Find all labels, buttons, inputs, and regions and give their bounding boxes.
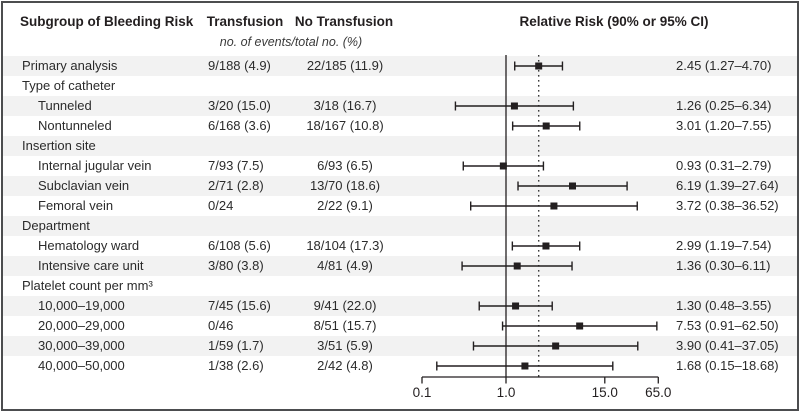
table-row: Femoral vein 0/24 2/22 (9.1) 3.72 (0.38–36.… bbox=[3, 196, 797, 216]
point-estimate-marker bbox=[513, 262, 521, 270]
transfusion-value: 7/93 (7.5) bbox=[208, 158, 264, 173]
transfusion-value: 1/38 (2.6) bbox=[208, 358, 264, 373]
relative-risk-value: 2.99 (1.19–7.54) bbox=[676, 238, 772, 253]
subgroup-label: Nontunneled bbox=[38, 118, 112, 133]
relative-risk-value: 3.90 (0.41–37.05) bbox=[676, 338, 779, 353]
table-row: 20,000–29,000 0/46 8/51 (15.7) 7.53 (0.91–6… bbox=[3, 316, 797, 336]
column-header-subgroup: Subgroup of Bleeding Risk bbox=[20, 14, 194, 29]
relative-risk-value: 0.93 (0.31–2.79) bbox=[676, 158, 772, 173]
no-transfusion-value: 6/93 (6.5) bbox=[317, 158, 373, 173]
relative-risk-value: 1.26 (0.25–6.34) bbox=[676, 98, 772, 113]
transfusion-value: 3/80 (3.8) bbox=[208, 258, 264, 273]
point-estimate-marker bbox=[499, 162, 507, 170]
table-group-row: Insertion site bbox=[3, 136, 797, 156]
no-transfusion-value: 18/104 (17.3) bbox=[306, 238, 384, 253]
subgroup-label: Type of catheter bbox=[22, 78, 116, 93]
point-estimate-marker bbox=[521, 362, 529, 370]
subgroup-label: Platelet count per mm³ bbox=[22, 278, 153, 293]
no-transfusion-value: 9/41 (22.0) bbox=[313, 298, 377, 313]
table-row: 10,000–19,000 7/45 (15.6) 9/41 (22.0) 1.30 … bbox=[3, 296, 797, 316]
no-transfusion-value: 3/51 (5.9) bbox=[317, 338, 373, 353]
table-row: Primary analysis 9/188 (4.9) 22/185 (11.9)… bbox=[3, 56, 797, 76]
subgroup-label: Femoral vein bbox=[38, 198, 114, 213]
relative-risk-value: 3.01 (1.20–7.55) bbox=[676, 118, 772, 133]
axis-tick-label: 0.1 bbox=[413, 385, 432, 400]
subgroup-label: 20,000–29,000 bbox=[38, 318, 125, 333]
table-row: 40,000–50,000 1/38 (2.6) 2/42 (4.8) 1.68 (0… bbox=[3, 356, 797, 376]
transfusion-value: 0/24 bbox=[208, 198, 234, 213]
subgroup-label: 40,000–50,000 bbox=[38, 358, 125, 373]
transfusion-value: 3/20 (15.0) bbox=[208, 98, 271, 113]
events-note: no. of events/total no. (%) bbox=[219, 35, 363, 49]
no-transfusion-value: 3/18 (16.7) bbox=[313, 98, 377, 113]
relative-risk-value: 3.72 (0.38–36.52) bbox=[676, 198, 779, 213]
relative-risk-value: 7.53 (0.91–62.50) bbox=[676, 318, 779, 333]
point-estimate-marker bbox=[576, 322, 584, 330]
subgroup-label: Tunneled bbox=[38, 98, 92, 113]
column-header-transfusion: Transfusion bbox=[206, 14, 284, 29]
subgroup-label: Subclavian vein bbox=[38, 178, 130, 193]
transfusion-value: 0/46 bbox=[208, 318, 234, 333]
subgroup-label: Primary analysis bbox=[22, 58, 118, 73]
point-estimate-marker bbox=[550, 202, 558, 210]
no-transfusion-value: 8/51 (15.7) bbox=[313, 318, 377, 333]
subgroup-label: 10,000–19,000 bbox=[38, 298, 125, 313]
table-row: Tunneled 3/20 (15.0) 3/18 (16.7) 1.26 (0.25… bbox=[3, 96, 797, 116]
relative-risk-value: 1.36 (0.30–6.11) bbox=[676, 258, 771, 273]
no-transfusion-value: 22/185 (11.9) bbox=[306, 58, 384, 73]
column-header-no-transfusion: No Transfusion bbox=[294, 14, 394, 29]
point-estimate-marker bbox=[569, 182, 577, 190]
point-estimate-marker bbox=[512, 302, 520, 310]
subgroup-label: Insertion site bbox=[22, 138, 96, 153]
subgroup-label: Hematology ward bbox=[38, 238, 140, 253]
point-estimate-marker bbox=[535, 62, 543, 70]
table-row: 30,000–39,000 1/59 (1.7) 3/51 (5.9) 3.90 (0… bbox=[3, 336, 797, 356]
table-group-row: Department bbox=[3, 216, 797, 236]
relative-risk-value: 1.68 (0.15–18.68) bbox=[676, 358, 779, 373]
transfusion-value: 6/168 (3.6) bbox=[208, 118, 271, 133]
table-row: Intensive care unit 3/80 (3.8) 4/81 (4.9) 1… bbox=[3, 256, 797, 276]
axis-tick-label: 15.0 bbox=[592, 385, 618, 400]
transfusion-value: 6/108 (5.6) bbox=[208, 238, 271, 253]
point-estimate-marker bbox=[552, 342, 560, 350]
relative-risk-value: 1.30 (0.48–3.55) bbox=[676, 298, 772, 313]
transfusion-value: 1/59 (1.7) bbox=[208, 338, 264, 353]
table-row: Internal jugular vein 7/93 (7.5) 6/93 (6.5… bbox=[3, 156, 797, 176]
table-row: Subclavian vein 2/71 (2.8) 13/70 (18.6) 6.1… bbox=[3, 176, 797, 196]
subgroup-label: 30,000–39,000 bbox=[38, 338, 125, 353]
table-row: Hematology ward 6/108 (5.6) 18/104 (17.3) 2… bbox=[3, 236, 797, 256]
no-transfusion-value: 4/81 (4.9) bbox=[317, 258, 373, 273]
axis-tick-label: 65.0 bbox=[645, 385, 671, 400]
subgroup-label: Intensive care unit bbox=[38, 258, 144, 273]
point-estimate-marker bbox=[510, 102, 518, 110]
relative-risk-value: 6.19 (1.39–27.64) bbox=[676, 178, 779, 193]
no-transfusion-value: 18/167 (10.8) bbox=[306, 118, 384, 133]
no-transfusion-value: 13/70 (18.6) bbox=[309, 178, 381, 193]
table-group-row: Platelet count per mm³ bbox=[3, 276, 797, 296]
transfusion-value: 7/45 (15.6) bbox=[208, 298, 271, 313]
transfusion-value: 9/188 (4.9) bbox=[208, 58, 271, 73]
point-estimate-marker bbox=[542, 242, 550, 250]
point-estimate-marker bbox=[542, 122, 550, 130]
subgroup-label: Department bbox=[22, 218, 90, 233]
subgroup-label: Internal jugular vein bbox=[38, 158, 152, 173]
column-header-relative-risk: Relative Risk (90% or 95% CI) bbox=[519, 14, 709, 29]
axis-tick-label: 1.0 bbox=[497, 385, 516, 400]
no-transfusion-value: 2/42 (4.8) bbox=[317, 358, 373, 373]
transfusion-value: 2/71 (2.8) bbox=[208, 178, 264, 193]
table-row: Nontunneled 6/168 (3.6) 18/167 (10.8) 3.01 … bbox=[3, 116, 797, 136]
no-transfusion-value: 2/22 (9.1) bbox=[317, 198, 373, 213]
relative-risk-value: 2.45 (1.27–4.70) bbox=[676, 58, 772, 73]
table-group-row: Type of catheter bbox=[3, 76, 797, 96]
